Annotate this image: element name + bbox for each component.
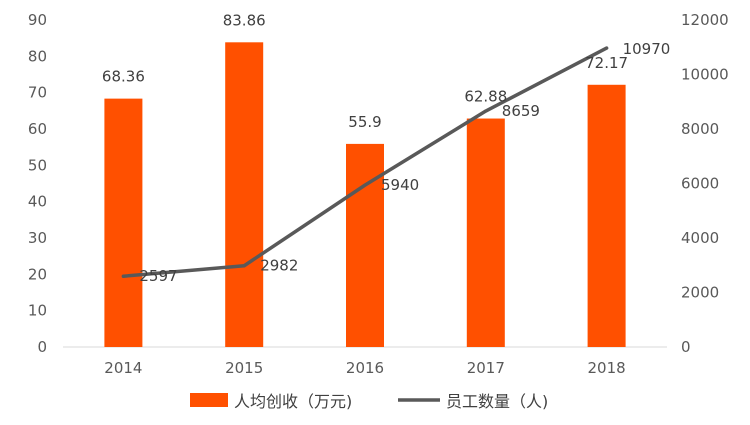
left-tick-label: 50 <box>28 156 47 174</box>
bar <box>466 118 505 347</box>
line-data-labels: 2597 2982 5940 8659 10970 <box>139 40 670 285</box>
left-tick-label: 60 <box>28 120 47 138</box>
right-tick-label: 2000 <box>681 284 719 302</box>
bar-value-label: 68.36 <box>102 68 145 86</box>
line-value-label: 2597 <box>139 267 177 285</box>
left-tick-label: 40 <box>28 193 47 211</box>
line-series <box>121 46 609 278</box>
right-tick-label: 12000 <box>681 11 729 29</box>
bar <box>346 143 384 347</box>
line-point <box>484 109 488 113</box>
right-tick-label: 8000 <box>681 120 719 138</box>
line-point <box>121 274 125 278</box>
line-value-label: 2982 <box>260 257 298 275</box>
line-point <box>605 46 609 50</box>
bar-value-label: 83.86 <box>223 11 266 29</box>
left-tick-label: 20 <box>28 265 47 283</box>
line-point <box>242 264 246 268</box>
x-tick-label: 2018 <box>588 359 626 377</box>
legend-line-label: 员工数量（人) <box>446 392 548 411</box>
line-value-label: 8659 <box>502 102 540 120</box>
line-value-label: 10970 <box>623 40 671 58</box>
x-axis: 2014 2015 2016 2017 2018 <box>104 359 625 377</box>
right-tick-label: 4000 <box>681 229 719 247</box>
legend-bar-swatch <box>190 393 228 407</box>
bar <box>104 98 143 347</box>
left-tick-label: 70 <box>28 84 47 102</box>
x-tick-label: 2016 <box>346 359 384 377</box>
legend: 人均创收（万元) 员工数量（人) <box>190 392 548 411</box>
left-tick-label: 0 <box>37 338 47 356</box>
right-tick-label: 10000 <box>681 66 729 84</box>
right-axis: 0 2000 4000 6000 8000 10000 12000 <box>681 11 729 356</box>
right-tick-label: 6000 <box>681 175 719 193</box>
left-tick-label: 90 <box>28 11 47 29</box>
x-tick-label: 2014 <box>104 359 142 377</box>
bar-value-label: 72.17 <box>585 54 628 72</box>
bar <box>587 84 626 347</box>
left-axis: 0 10 20 30 40 50 60 70 80 90 <box>28 11 47 356</box>
left-tick-label: 80 <box>28 47 47 65</box>
bar-series <box>104 42 626 348</box>
left-tick-label: 30 <box>28 229 47 247</box>
x-tick-label: 2017 <box>467 359 505 377</box>
left-tick-label: 10 <box>28 302 47 320</box>
bar-data-labels: 68.36 83.86 55.9 62.88 72.17 <box>102 11 628 131</box>
bar-value-label: 55.9 <box>348 113 381 131</box>
bar <box>225 42 264 348</box>
bar-value-label: 62.88 <box>464 88 507 106</box>
legend-bar-label: 人均创收（万元) <box>234 392 352 411</box>
line-point <box>363 183 367 187</box>
right-tick-label: 0 <box>681 338 691 356</box>
x-tick-label: 2015 <box>225 359 263 377</box>
line-value-label: 5940 <box>381 176 419 194</box>
